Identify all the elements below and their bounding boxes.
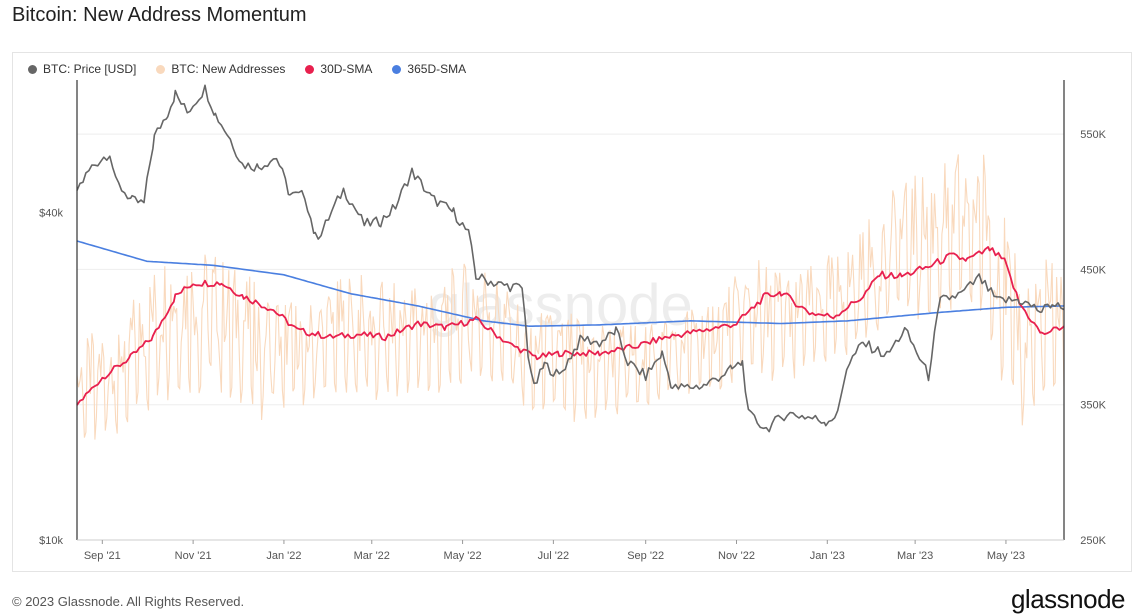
legend-dot-icon xyxy=(305,64,315,74)
new-addresses-line xyxy=(76,154,1065,440)
legend-item-30d-sma[interactable]: 30D-SMA xyxy=(305,62,372,76)
x-tick-label: Jul '22 xyxy=(538,550,569,562)
x-tick-label: Nov '21 xyxy=(175,550,212,562)
x-tick-label: Jan '23 xyxy=(810,550,845,562)
y-right-tick-label: 550K xyxy=(1080,129,1106,141)
y-left-tick-label: $40k xyxy=(39,207,63,219)
page-title: Bitcoin: New Address Momentum xyxy=(12,4,307,26)
x-tick-label: May '22 xyxy=(443,550,481,562)
btc-price-line xyxy=(76,84,1065,433)
y-right-tick-label: 350K xyxy=(1080,400,1106,412)
legend-item-365d-sma[interactable]: 365D-SMA xyxy=(392,62,466,76)
x-tick-label: Jan '22 xyxy=(266,550,301,562)
x-tick-label: Sep '22 xyxy=(627,550,664,562)
legend-dot-icon xyxy=(156,64,166,74)
x-tick-label: May '23 xyxy=(987,550,1025,562)
sma365-line xyxy=(76,240,1065,328)
legend-label: 365D-SMA xyxy=(407,62,467,76)
chart-legend: BTC: Price [USD] BTC: New Addresses 30D-… xyxy=(28,62,466,76)
y-left-tick-label: $10k xyxy=(39,535,63,547)
legend-label: BTC: New Addresses xyxy=(171,62,286,76)
y-right-tick-label: 250K xyxy=(1080,535,1106,547)
legend-dot-icon xyxy=(28,64,37,74)
legend-dot-icon xyxy=(392,64,402,74)
x-tick-label: Sep '21 xyxy=(84,550,121,562)
x-tick-label: Mar '22 xyxy=(354,550,390,562)
legend-label: BTC: Price [USD] xyxy=(43,62,137,76)
y-right-tick-label: 450K xyxy=(1080,264,1106,276)
legend-label: 30D-SMA xyxy=(320,62,373,76)
legend-item-price[interactable]: BTC: Price [USD] xyxy=(28,62,136,76)
brand-logo: glassnode xyxy=(1010,584,1126,614)
legend-item-new-addresses[interactable]: BTC: New Addresses xyxy=(156,62,285,76)
x-tick-label: Mar '23 xyxy=(897,550,933,562)
x-tick-label: Nov '22 xyxy=(718,550,755,562)
copyright-footer: © 2023 Glassnode. All Rights Reserved. xyxy=(12,594,245,609)
